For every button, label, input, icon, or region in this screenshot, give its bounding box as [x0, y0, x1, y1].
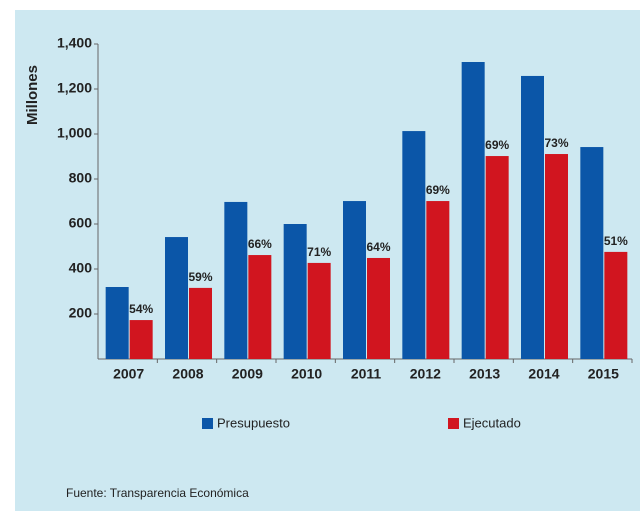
percent-label: 59%: [188, 270, 212, 284]
bar: [189, 287, 212, 359]
legend-label: Presupuesto: [217, 415, 290, 430]
bar: [129, 320, 153, 359]
bar: [283, 224, 307, 359]
x-tick-label: 2009: [232, 366, 263, 382]
bar: [545, 154, 568, 359]
bar: [604, 251, 628, 359]
bar: [485, 156, 509, 359]
bar: [521, 75, 544, 359]
bar: [402, 131, 426, 359]
percent-label: 51%: [604, 234, 628, 248]
percent-label: 66%: [248, 237, 272, 251]
x-tick-label: 2007: [113, 366, 144, 382]
percent-label: 71%: [307, 245, 331, 259]
percent-label: 69%: [426, 183, 450, 197]
bar: [307, 262, 331, 359]
source: Fuente: Transparencia Económica: [66, 486, 249, 500]
y-tick-label: 1,400: [57, 35, 92, 51]
x-tick-label: 2010: [291, 366, 322, 382]
bar: [248, 255, 272, 359]
percent-label: 73%: [544, 136, 568, 150]
y-tick-label: 800: [69, 170, 93, 186]
legend-label: Ejecutado: [463, 415, 521, 430]
bar: [165, 237, 188, 359]
x-tick-label: 2012: [410, 366, 441, 382]
x-tick-label: 2008: [172, 366, 203, 382]
x-tick-label: 2011: [351, 366, 382, 382]
x-tick-label: 2015: [588, 366, 619, 382]
bar: [105, 287, 129, 359]
y-tick-label: 600: [69, 215, 93, 231]
legend-swatch: [448, 418, 459, 429]
y-tick-label: 1,200: [57, 80, 92, 96]
bar: [580, 147, 604, 359]
y-tick-label: 1,000: [57, 125, 92, 141]
bar: [367, 257, 390, 359]
percent-label: 69%: [485, 138, 509, 152]
percent-label: 64%: [366, 240, 390, 254]
x-tick-label: 2013: [469, 366, 500, 382]
x-tick-label: 2014: [528, 366, 559, 382]
legend-swatch: [202, 418, 213, 429]
bar: [343, 201, 366, 359]
bar: [426, 201, 450, 359]
y-tick-label: 400: [69, 260, 93, 276]
bar: [461, 62, 485, 359]
bar: [224, 201, 248, 359]
y-axis-label: Millones: [24, 65, 41, 125]
percent-label: 54%: [129, 302, 153, 316]
y-tick-label: 200: [69, 305, 93, 321]
